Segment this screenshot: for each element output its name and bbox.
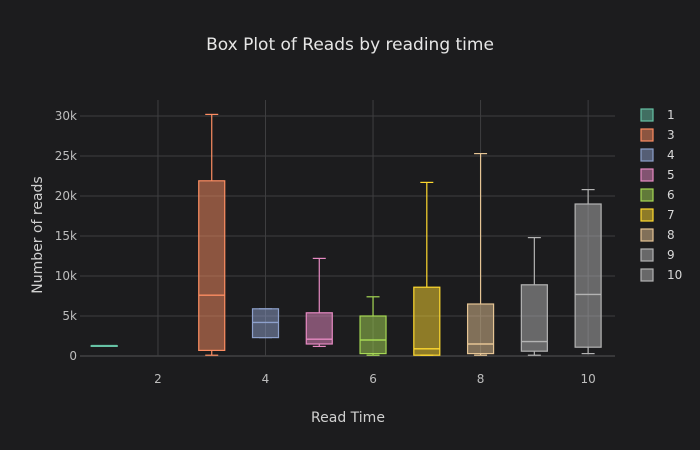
legend-label: 3: [667, 128, 675, 142]
legend-label: 8: [667, 228, 675, 242]
y-axis-title: Number of reads: [30, 176, 46, 293]
legend-item-10[interactable]: 10: [640, 268, 682, 282]
iqr-box: [520, 284, 548, 352]
y-tick-label: 5k: [62, 309, 77, 323]
box-series-7: [413, 181, 441, 356]
legend-label: 1: [667, 108, 675, 122]
legend-swatch: [640, 268, 654, 282]
iqr-box: [359, 315, 387, 355]
legend-label: 4: [667, 148, 675, 162]
legend-label: 6: [667, 188, 675, 202]
box-series-5: [305, 257, 333, 347]
x-tick-label: 2: [154, 372, 162, 386]
y-tick-label: 20k: [55, 189, 77, 203]
legend-swatch: [640, 208, 654, 222]
legend-label: 9: [667, 248, 675, 262]
box-series-3: [198, 113, 226, 356]
legend-item-8[interactable]: 8: [640, 228, 675, 242]
iqr-box: [574, 203, 602, 348]
legend-item-6[interactable]: 6: [640, 188, 675, 202]
x-axis-ticks: 2 4 6 8 10: [154, 372, 596, 386]
legend: 1 3 4 5 6 7 8 9 10: [640, 108, 682, 282]
legend-item-1[interactable]: 1: [640, 108, 675, 122]
legend-swatch: [640, 148, 654, 162]
x-tick-label: 10: [580, 372, 595, 386]
legend-item-7[interactable]: 7: [640, 208, 675, 222]
iqr-box: [251, 308, 280, 339]
boxes: [90, 113, 602, 356]
legend-item-9[interactable]: 9: [640, 248, 675, 262]
legend-swatch: [640, 128, 654, 142]
box-series-1: [90, 344, 118, 348]
iqr-box: [198, 180, 226, 352]
legend-label: 7: [667, 208, 675, 222]
iqr-box: [466, 303, 495, 355]
y-tick-label: 30k: [55, 109, 77, 123]
box-series-10: [574, 189, 602, 355]
legend-swatch: [640, 188, 654, 202]
chart-title: Box Plot of Reads by reading time: [206, 35, 494, 55]
legend-item-3[interactable]: 3: [640, 128, 675, 142]
legend-item-5[interactable]: 5: [640, 168, 675, 182]
box-series-9: [520, 237, 548, 356]
legend-swatch: [640, 108, 654, 122]
iqr-box: [413, 286, 441, 356]
legend-swatch: [640, 248, 654, 262]
box-series-8: [466, 153, 495, 356]
y-tick-label: 0: [69, 349, 77, 363]
box-series-6: [359, 296, 387, 356]
legend-swatch: [640, 228, 654, 242]
x-axis-title: Read Time: [311, 410, 385, 426]
legend-swatch: [640, 168, 654, 182]
x-tick-label: 8: [477, 372, 485, 386]
y-tick-label: 15k: [55, 229, 77, 243]
x-tick-label: 6: [369, 372, 377, 386]
x-tick-label: 4: [262, 372, 270, 386]
legend-label: 10: [667, 268, 682, 282]
legend-label: 5: [667, 168, 675, 182]
legend-item-4[interactable]: 4: [640, 148, 675, 162]
box-series-4: [251, 308, 280, 339]
y-tick-label: 25k: [55, 149, 77, 163]
y-tick-label: 10k: [55, 269, 77, 283]
y-axis-ticks: 0 5k 10k 15k 20k 25k 30k: [55, 109, 77, 363]
